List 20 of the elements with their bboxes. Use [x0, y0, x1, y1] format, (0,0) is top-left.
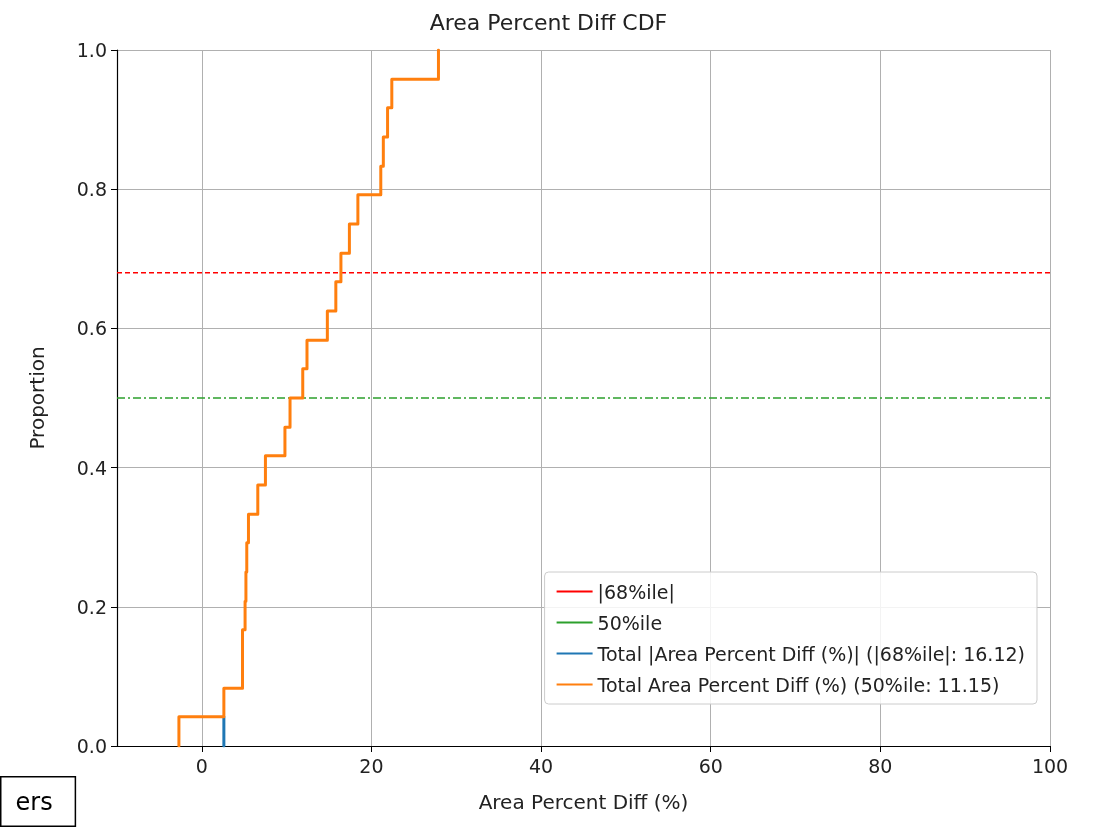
legend-label: Total |Area Percent Diff (%)| (|68%ile|: 16.12) [596, 642, 1026, 666]
y-axis-title: Proportion [25, 346, 49, 450]
x-axis-title: Area Percent Diff (%) [478, 790, 689, 814]
legend-label: Total Area Percent Diff (%) (50%ile: 11.15) [596, 673, 1000, 696]
x-tick-label: 80 [868, 754, 893, 777]
x-tick-label: 40 [529, 754, 554, 777]
legend-label: |68%ile| [597, 580, 675, 604]
y-tick-label: 0.8 [76, 178, 107, 201]
x-tick-label: 100 [1031, 754, 1069, 777]
x-tick-label: 0 [195, 754, 208, 777]
legend-label: 50%ile [597, 611, 663, 634]
x-tick-label: 20 [359, 754, 384, 777]
x-tick-label: 60 [698, 754, 723, 777]
text: ers [15, 787, 53, 816]
y-tick-label: 0.6 [76, 317, 107, 340]
y-tick-label: 0.4 [76, 456, 107, 479]
y-tick-label: 0.0 [76, 735, 107, 757]
y-tick-label: 0.2 [76, 595, 107, 618]
y-tick-label: 1.0 [76, 39, 107, 61]
chart-title: Area Percent Diff CDF [429, 9, 668, 35]
